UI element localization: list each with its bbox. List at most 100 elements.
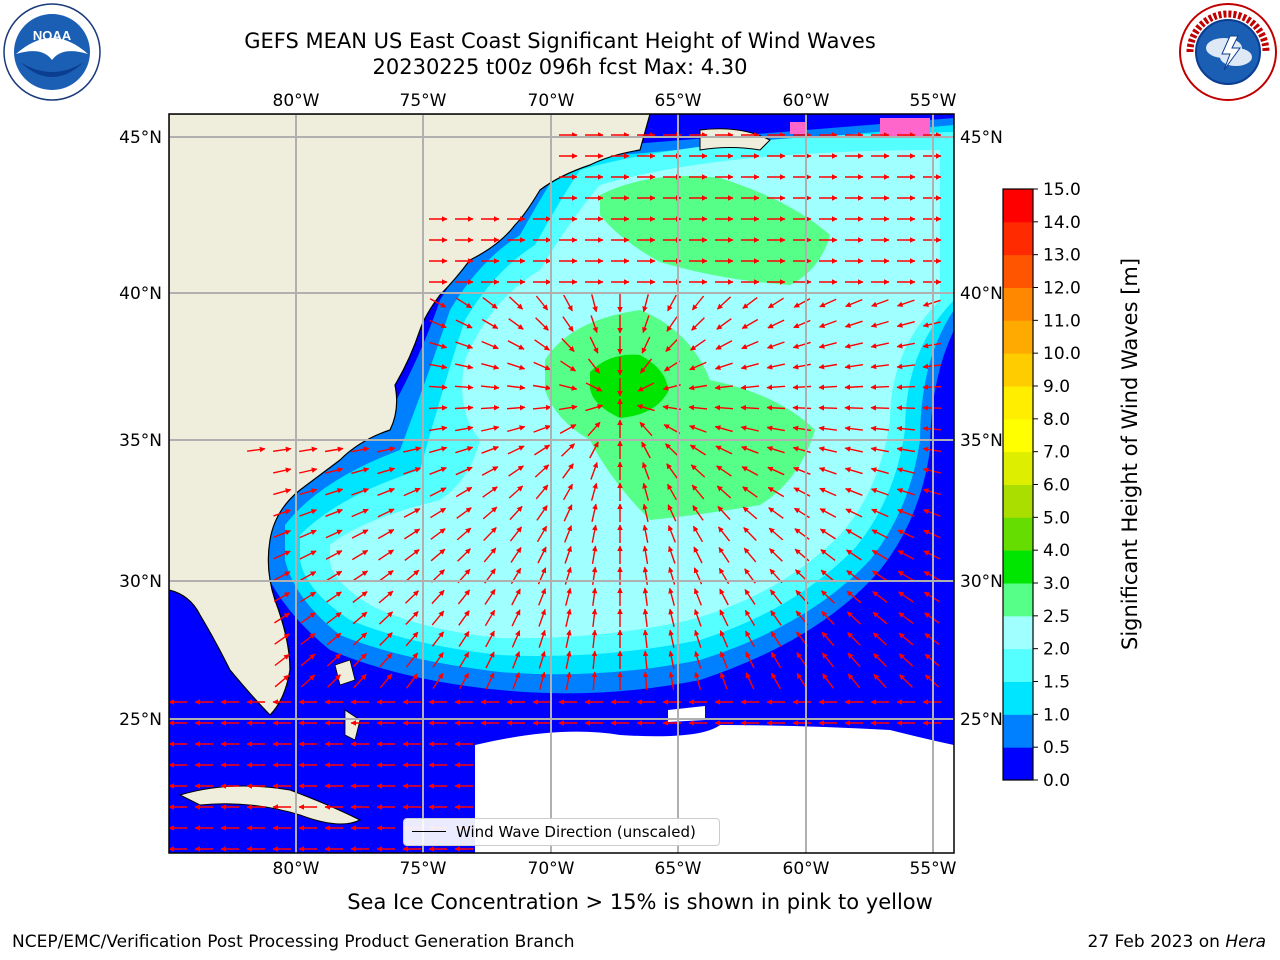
wave-arrow	[667, 294, 677, 312]
wave-arrow	[792, 384, 812, 391]
wave-arrow	[352, 570, 368, 582]
wave-arrow	[896, 467, 915, 474]
wave-arrow	[846, 549, 862, 561]
wave-arrow	[300, 591, 317, 603]
wave-arrow	[377, 487, 395, 496]
wave-arrow	[689, 361, 707, 371]
wave-arrow	[744, 589, 756, 605]
wave-arrow	[665, 338, 679, 352]
wave-arrow	[564, 545, 572, 564]
wave-arrow	[535, 295, 549, 311]
wave-arrow	[719, 651, 728, 669]
wave-arrow	[846, 570, 862, 582]
colorbar-segment	[1003, 221, 1033, 256]
wave-arrow	[455, 341, 474, 349]
wave-arrow	[870, 488, 889, 496]
wave-arrow	[300, 612, 316, 624]
map-plot-area	[169, 114, 954, 853]
wave-arrow	[818, 342, 837, 349]
wave-arrow	[511, 630, 521, 648]
wave-arrow	[793, 487, 811, 497]
wave-arrow	[714, 404, 734, 411]
lon-label-top: 65°W	[655, 91, 702, 111]
wave-arrow	[430, 528, 446, 540]
wave-arrow	[898, 591, 914, 603]
wave-arrow	[767, 297, 784, 309]
wave-arrow	[325, 488, 344, 496]
wave-arrow	[821, 631, 835, 647]
wave-arrow	[692, 505, 704, 521]
footer-machine: Hera	[1225, 932, 1266, 952]
wave-arrow	[378, 570, 394, 582]
wave-arrow	[299, 488, 318, 496]
wave-arrow	[559, 384, 578, 391]
wave-arrow	[558, 404, 578, 411]
wave-arrow	[742, 506, 758, 520]
wave-arrow	[405, 631, 419, 647]
wave-arrow	[299, 550, 317, 560]
lon-label-top: 80°W	[273, 91, 320, 111]
wave-arrow	[873, 653, 887, 667]
wave-arrow	[562, 316, 574, 332]
lon-label-top: 60°W	[783, 91, 830, 111]
wave-arrow	[691, 317, 705, 331]
wave-arrow	[720, 672, 728, 690]
wave-arrow	[819, 487, 837, 497]
ocean-band-25-north	[600, 176, 830, 285]
wave-arrow	[820, 549, 836, 561]
wave-arrow	[429, 298, 447, 308]
colorbar-tick-label: 9.0	[1043, 377, 1070, 397]
wave-arrow	[741, 318, 759, 330]
wave-arrow	[536, 525, 548, 543]
map-gridlines	[169, 114, 954, 853]
wave-arrow	[766, 404, 786, 411]
wave-arrow	[665, 443, 679, 457]
lon-label-top: 70°W	[528, 91, 575, 111]
wave-arrow	[792, 341, 811, 349]
wave-arrow	[871, 508, 889, 518]
land-nova-scotia	[699, 128, 771, 151]
lat-label-right: 45°N	[960, 128, 1003, 148]
wave-arrow	[819, 528, 836, 540]
wave-arrow	[484, 609, 496, 627]
wave-arrow	[589, 336, 599, 354]
wave-direction-arrows	[169, 132, 942, 852]
wave-arrow	[666, 463, 678, 479]
wave-arrow	[561, 338, 575, 352]
wave-arrow	[485, 651, 495, 669]
wave-arrow	[298, 446, 318, 453]
wave-arrow	[481, 340, 499, 350]
wave-arrow	[793, 319, 811, 329]
wave-arrow	[770, 610, 782, 626]
wave-arrow	[351, 549, 369, 561]
wave-arrow	[507, 445, 525, 455]
wave-arrow	[693, 546, 703, 564]
lat-labels-right: 45°N 40°N 35°N 30°N 25°N	[960, 128, 1003, 730]
lat-label-right: 25°N	[960, 710, 1003, 730]
wave-arrow	[429, 446, 448, 454]
noaa-logo-text: NOAA	[33, 28, 72, 43]
wave-arrow	[844, 363, 864, 370]
wave-arrow	[743, 527, 757, 541]
wave-arrow	[458, 651, 470, 669]
wave-arrow	[404, 528, 421, 540]
wave-arrow	[481, 425, 500, 432]
wave-arrow	[767, 486, 785, 498]
wave-arrow	[745, 651, 755, 669]
wave-arrow	[458, 672, 470, 690]
wave-arrow	[587, 421, 601, 437]
wave-arrow	[770, 651, 782, 669]
wave-arrow	[820, 569, 836, 583]
wave-arrow	[353, 673, 367, 689]
wave-arrow	[272, 446, 292, 453]
wave-arrow	[668, 629, 675, 648]
wave-arrow	[844, 405, 864, 411]
wave-arrow	[458, 610, 470, 626]
wave-arrow	[510, 547, 522, 563]
lon-label-top: 55°W	[910, 91, 957, 111]
colorbar-tick-label: 1.0	[1043, 705, 1070, 725]
wave-arrow	[561, 443, 575, 457]
wave-arrow	[716, 318, 732, 330]
wave-arrow	[668, 608, 675, 627]
wave-arrow	[818, 363, 838, 370]
